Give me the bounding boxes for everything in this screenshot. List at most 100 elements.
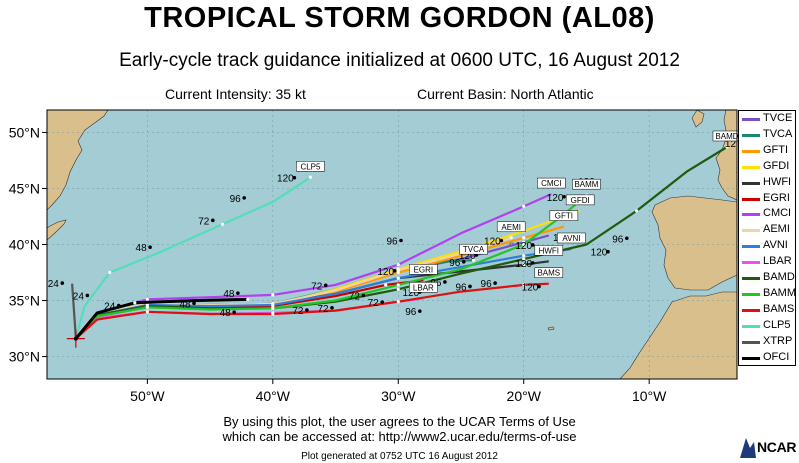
hour-dot <box>236 291 240 295</box>
svg-text:TVCA: TVCA <box>463 245 485 254</box>
legend-item-aemi: AEMI <box>739 222 797 238</box>
track-bamm <box>75 194 588 340</box>
hour-dot <box>292 175 297 180</box>
end-label-egri: EGRI <box>409 264 438 275</box>
legend-swatch <box>742 324 760 328</box>
current-storm-position <box>66 329 85 348</box>
hour-dot <box>493 281 497 285</box>
legend-label: XTRP <box>763 334 793 347</box>
ncar-logo-text: NCAR <box>757 439 797 455</box>
legend-swatch <box>742 292 760 296</box>
track-point-cmci <box>145 297 149 302</box>
lat-tick-label: 45°N <box>9 180 40 196</box>
land-africa <box>619 291 737 379</box>
legend-swatch <box>742 229 760 233</box>
track-point-avni <box>396 276 400 280</box>
hour-dot <box>323 283 328 288</box>
hour-label: 96 <box>386 237 398 248</box>
svg-text:BAMM: BAMM <box>574 180 598 189</box>
track-point-avni <box>522 254 526 258</box>
lat-tick-label: 40°N <box>9 237 40 253</box>
legend-swatch <box>742 133 760 137</box>
axis-labels: 50°W 40°W 30°W 20°W 10°W 30°N 35°N 40°N 45°N 50°N <box>9 124 667 404</box>
svg-text:CMCI: CMCI <box>541 179 561 188</box>
legend-label: OFCI <box>763 350 790 363</box>
legend-swatch <box>742 356 760 360</box>
land-iberia <box>651 195 737 291</box>
hour-dot <box>211 218 215 223</box>
hour-dot <box>399 238 403 243</box>
lon-tick-label: 40°W <box>256 388 291 404</box>
svg-text:GFDI: GFDI <box>571 196 590 205</box>
hour-label: 72 <box>317 304 329 315</box>
track-point-clp5 <box>221 222 225 226</box>
track-point-egri <box>384 283 388 287</box>
track-point-bams <box>396 300 400 304</box>
legend-label: BAMM <box>763 286 796 299</box>
lat-tick-label: 30°N <box>9 349 40 365</box>
track-point-ofci <box>133 301 137 305</box>
legend-item-cmci: CMCI <box>739 206 797 222</box>
hour-dot <box>242 196 246 200</box>
track-point-clp5 <box>108 270 112 275</box>
end-label-aemi: AEMI <box>496 221 526 233</box>
hour-label: 72 <box>198 216 210 227</box>
model-legend: TVCE TVCA GFTI GFDI HWFI EGRI CMCI AEMI AVNI LBAR… <box>738 110 796 366</box>
hour-label: 120 <box>515 241 532 252</box>
model-end-labels: TVCA GFTI GFDI HWFI EGRI CMCI AEMI AVNI LBAR BAMD… <box>296 130 742 293</box>
current-basin: Current Basin: North Atlantic <box>417 86 594 102</box>
end-label-cmci: CMCI <box>537 177 566 189</box>
track-point-clp5 <box>308 175 313 179</box>
lat-tick-label: 35°N <box>9 293 40 309</box>
svg-text:AVNI: AVNI <box>562 234 580 243</box>
land-ireland <box>691 110 705 128</box>
hour-dot <box>305 308 309 312</box>
legend-label: EGRI <box>763 191 790 204</box>
svg-text:AEMI: AEMI <box>501 223 521 232</box>
end-label-bams: BAMS <box>534 267 564 278</box>
legend-item-xtrp: XTRP <box>739 334 797 350</box>
svg-text:BAMS: BAMS <box>537 269 560 278</box>
hour-label: 24 <box>104 302 116 313</box>
hour-dot <box>530 261 535 265</box>
legend-item-bamm: BAMM <box>739 286 797 302</box>
svg-text:HWFI: HWFI <box>539 246 559 255</box>
hour-dot <box>85 293 90 298</box>
legend-swatch <box>742 165 760 169</box>
grid <box>47 110 737 379</box>
hour-label: 96 <box>481 279 493 290</box>
track-point-bams <box>271 312 275 316</box>
track-point-ofci <box>246 297 250 302</box>
hour-label: 24 <box>73 291 85 302</box>
hour-label: 72 <box>368 298 380 309</box>
hour-dot <box>530 243 535 247</box>
svg-text:BAMD: BAMD <box>715 132 738 141</box>
storm-center <box>73 336 78 341</box>
lon-tick-label: 50°W <box>130 388 165 404</box>
track-point-bamd <box>396 287 400 291</box>
hour-label: 48 <box>179 299 191 310</box>
hour-dot <box>380 300 384 304</box>
track-point-bamm <box>396 283 400 287</box>
hour-label: 120 <box>484 237 501 248</box>
hour-label: 120 <box>402 288 419 299</box>
land-madeira <box>547 326 555 331</box>
legend-swatch <box>742 181 760 185</box>
legend-item-gfdi: GFDI <box>739 159 797 175</box>
legend-swatch <box>742 149 760 153</box>
end-label-clp5: CLP5 <box>296 161 325 172</box>
legend-label: BAMS <box>763 302 795 315</box>
svg-text:EGRI: EGRI <box>414 265 434 274</box>
hour-label: 72 <box>311 281 323 292</box>
plot-subtitle: Early-cycle track guidance initialized a… <box>119 50 680 71</box>
hour-dot <box>116 303 121 308</box>
track-point-bams <box>145 310 149 314</box>
track-point-cmci <box>271 293 275 297</box>
hour-label: 120 <box>725 139 742 150</box>
hour-label: 120 <box>277 174 294 185</box>
hour-label: 120 <box>522 282 539 293</box>
legend-swatch <box>742 340 760 344</box>
legend-item-lbar: LBAR <box>739 254 797 270</box>
